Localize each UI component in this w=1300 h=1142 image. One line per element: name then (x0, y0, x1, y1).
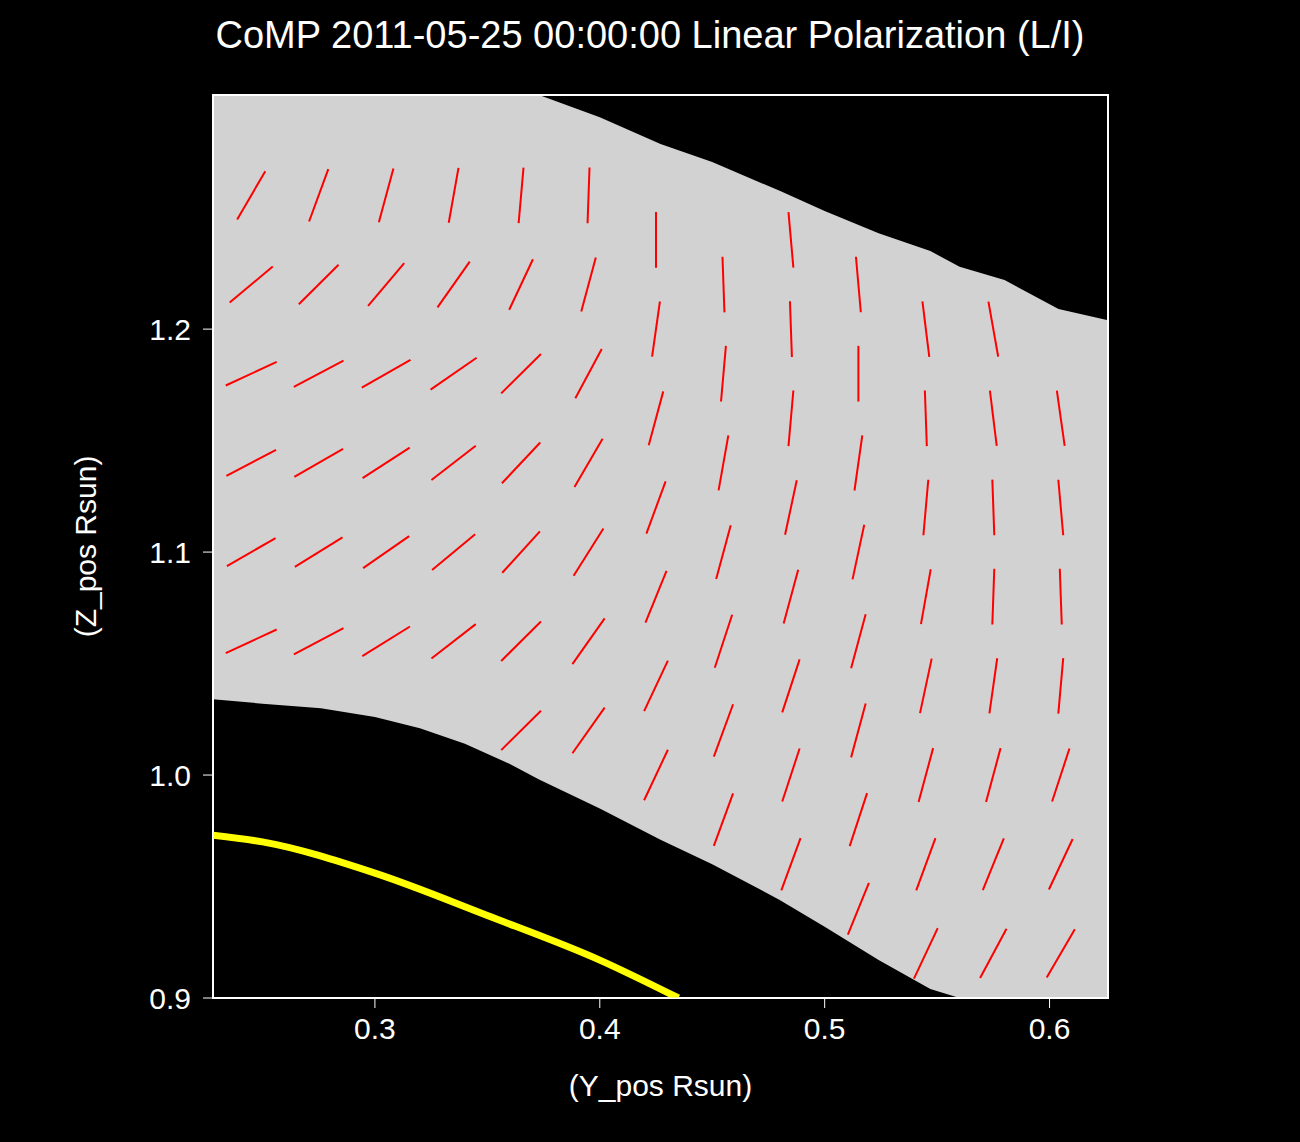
svg-text:0.5: 0.5 (804, 1012, 846, 1045)
svg-text:0.9: 0.9 (149, 982, 191, 1015)
html-text:CoMP 2011-05-25 00:00:00 Linea: CoMP 2011-05-25 00:00:00 Linear Polariza… (215, 14, 1085, 56)
svg-text:1.1: 1.1 (149, 536, 191, 569)
svg-text:0.4: 0.4 (579, 1012, 621, 1045)
svg-text:1.0: 1.0 (149, 759, 191, 792)
svg-text:(Z_pos Rsun): (Z_pos Rsun) (69, 456, 102, 638)
svg-text:1.2: 1.2 (149, 313, 191, 346)
svg-text:0.3: 0.3 (354, 1012, 396, 1045)
svg-text:0.6: 0.6 (1029, 1012, 1071, 1045)
svg-text:(Y_pos Rsun): (Y_pos Rsun) (569, 1069, 752, 1102)
